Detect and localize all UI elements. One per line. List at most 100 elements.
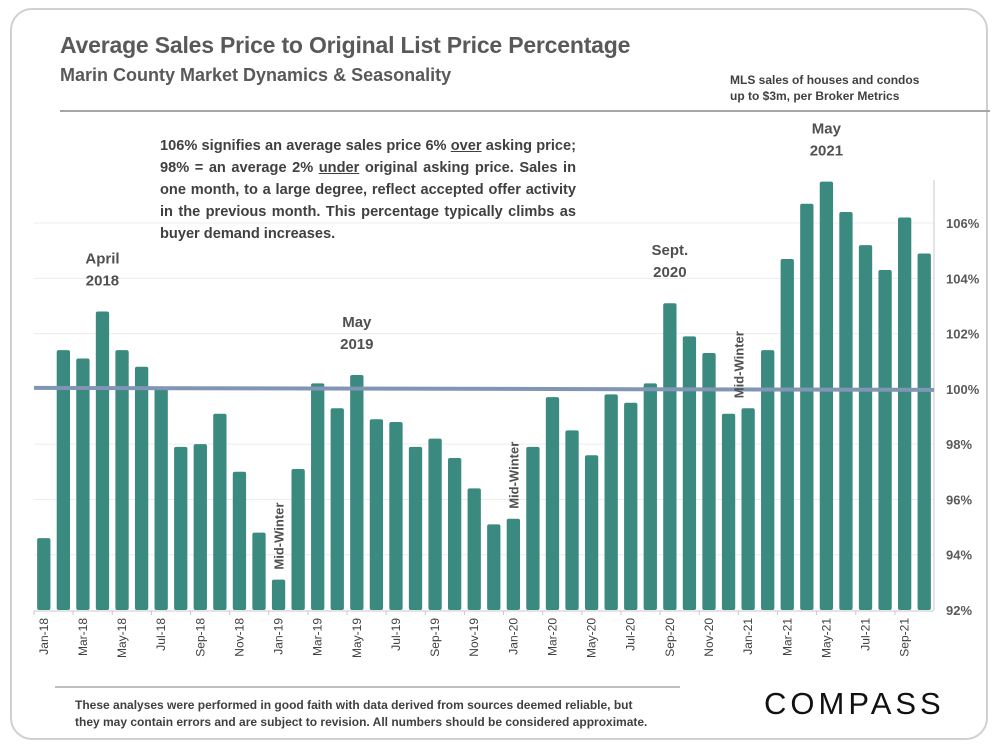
note-over: over (450, 138, 482, 154)
x-tick-label: Jul-19 (389, 618, 403, 651)
bar (741, 408, 755, 610)
x-tick-label: Nov-18 (232, 618, 246, 657)
bar (702, 352, 716, 610)
x-tick-label: Sep-19 (428, 618, 442, 657)
source-line-1: MLS sales of houses and condos (730, 73, 920, 87)
bar (174, 446, 188, 610)
compass-logo: COMPASS (764, 686, 945, 721)
bar (369, 419, 384, 610)
bar (761, 350, 775, 610)
bar (428, 438, 442, 610)
bar (232, 471, 247, 610)
peak-annotation: Sept. (652, 242, 689, 259)
bar (682, 336, 697, 610)
reference-line-100 (33, 385, 935, 392)
peak-annotation: 2020 (653, 264, 686, 281)
bar (330, 408, 344, 610)
bar (193, 444, 207, 610)
x-tick-label: Mar-19 (311, 618, 325, 656)
y-tick-label: 100% (946, 382, 980, 397)
chart-subtitle: Marin County Market Dynamics & Seasonali… (60, 65, 452, 85)
bar (56, 350, 70, 610)
disclaimer: These analyses were performed in good fa… (75, 697, 647, 731)
y-tick-label: 98% (946, 437, 972, 452)
bar (389, 422, 403, 610)
bar (115, 350, 129, 610)
y-tick-label: 96% (946, 492, 972, 507)
bar (213, 413, 227, 610)
bar (95, 311, 110, 610)
y-tick-label: 104% (946, 271, 980, 286)
peak-annotation: 2021 (810, 143, 843, 160)
bar (154, 388, 168, 610)
y-tick-label: 106% (946, 216, 980, 231)
bar (604, 394, 618, 610)
explanation-note: 106% signifies an average sales price 6%… (160, 135, 576, 245)
x-tick-label: Jan-21 (741, 618, 755, 655)
x-tick-label: Sep-21 (898, 618, 912, 657)
bar (663, 303, 677, 610)
disclaimer-line-2: they may contain errors and are subject … (75, 715, 648, 729)
x-tick-label: Sep-18 (193, 618, 207, 657)
disclaimer-line-1: These analyses were performed in good fa… (75, 698, 633, 712)
bar (545, 397, 560, 610)
peak-annotation: 2019 (340, 336, 373, 353)
mid-winter-annotation: Mid-Winter (272, 503, 287, 570)
x-tick-label: Mar-18 (76, 618, 90, 656)
peak-annotation: May (342, 314, 372, 331)
bar (506, 518, 520, 610)
chart-title: Average Sales Price to Original List Pri… (60, 32, 631, 58)
bar (584, 455, 599, 610)
bar (878, 270, 892, 610)
x-tick-label: Sep-20 (663, 618, 677, 657)
peak-annotation: April (85, 250, 119, 267)
x-tick-label: May-20 (585, 618, 599, 658)
bar (271, 579, 286, 610)
footer-divider (55, 686, 680, 688)
y-tick-label: 94% (946, 548, 972, 563)
x-tick-label: Jan-20 (506, 618, 520, 655)
x-tick-label: May-21 (819, 618, 833, 658)
y-tick-label: 92% (946, 603, 972, 618)
bar (487, 524, 501, 610)
bar (526, 446, 540, 610)
bar (350, 375, 364, 610)
bar (408, 446, 423, 610)
bar (252, 532, 266, 610)
x-tick-label: Mar-21 (780, 618, 794, 656)
peak-annotation: 2018 (86, 272, 119, 289)
bar (565, 430, 579, 610)
x-tick-label: Mar-20 (545, 618, 559, 656)
peak-annotation: May (812, 121, 842, 138)
y-tick-label: 102% (946, 327, 980, 342)
note-text-2: asking price; 98% = an average 2% (160, 138, 577, 176)
bar (800, 203, 814, 610)
bar (311, 383, 325, 610)
source-note: MLS sales of houses and condos up to $3m… (730, 72, 919, 104)
x-tick-label: Jan-19 (272, 618, 286, 655)
bar (898, 217, 912, 610)
bar (858, 245, 873, 611)
mid-winter-annotation: Mid-Winter (731, 331, 746, 398)
source-line-2: up to $3m, per Broker Metrics (730, 89, 900, 103)
bar (780, 258, 794, 610)
mid-winter-annotation: Mid-Winter (506, 442, 521, 509)
bar (37, 538, 51, 610)
bar (467, 488, 481, 610)
x-tick-label: Nov-19 (467, 618, 481, 657)
x-tick-label: Jul-21 (859, 618, 873, 651)
bar (624, 402, 638, 610)
note-text-3: original asking price. Sales in one mont… (160, 160, 576, 242)
bar (917, 253, 931, 610)
bar (134, 366, 149, 610)
bar (643, 383, 657, 610)
bar (721, 413, 736, 610)
x-tick-label: Jan-18 (37, 618, 51, 655)
x-tick-label: Jul-20 (624, 618, 638, 651)
x-tick-label: Jul-18 (154, 618, 168, 651)
x-tick-label: May-18 (115, 618, 129, 658)
bar (291, 469, 305, 610)
bar (819, 181, 834, 610)
note-under: under (318, 160, 360, 176)
